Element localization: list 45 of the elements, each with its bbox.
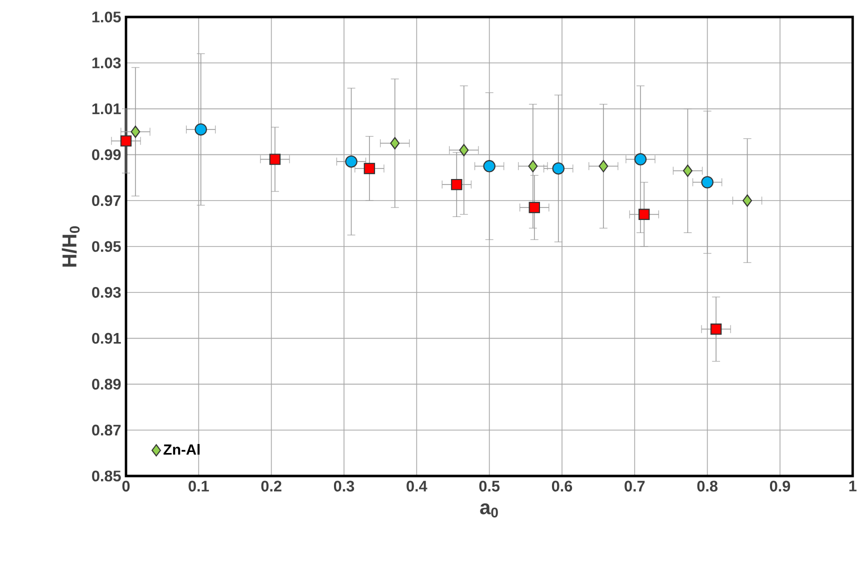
y-tick-label: 1.03 — [92, 57, 121, 68]
point — [345, 155, 358, 168]
point — [528, 202, 540, 214]
x-tick-label: 0.3 — [334, 480, 354, 492]
y-tick-label: 0.93 — [92, 286, 121, 298]
point — [682, 164, 692, 177]
point — [364, 162, 376, 174]
point — [598, 160, 608, 172]
x-tick-label: 0.6 — [552, 480, 572, 492]
x-tick-label: 1 — [849, 480, 856, 492]
point — [701, 176, 714, 188]
y-tick-label: 1.01 — [92, 103, 121, 114]
y-tick-label: 0.87 — [92, 424, 121, 436]
y-tick-label: 0.85 — [92, 470, 121, 482]
point — [742, 194, 752, 207]
x-tick-label: 0.9 — [770, 480, 790, 492]
x-tick-label: 0.5 — [479, 480, 500, 492]
point — [710, 324, 722, 335]
point — [483, 160, 496, 172]
y-axis-title: H/H$_{0}$ — [62, 226, 80, 267]
point — [552, 162, 565, 175]
legend-label: Zn-Al — [164, 444, 200, 455]
x-tick-label: 0.1 — [188, 480, 209, 492]
y-tick-label: 0.99 — [92, 149, 121, 160]
point — [459, 144, 469, 156]
x-tick-label: 0.2 — [261, 480, 282, 492]
point — [638, 208, 650, 220]
y-tick-label: 0.95 — [92, 241, 121, 252]
x-tick-label: 0 — [122, 480, 130, 492]
point — [634, 153, 647, 166]
x-tick-label: 0.7 — [624, 480, 645, 492]
point — [194, 123, 207, 136]
y-tick-label: 0.97 — [92, 195, 121, 206]
x-axis-title: a$_{0}$ — [480, 503, 498, 518]
point — [269, 154, 281, 165]
y-tick-label: 0.89 — [92, 378, 121, 390]
point — [528, 160, 538, 172]
point — [130, 126, 140, 138]
x-tick-label: 0.4 — [406, 480, 428, 492]
y-tick-label: 0.91 — [92, 332, 121, 344]
y-tick-label: 1.05 — [92, 12, 121, 22]
x-tick-label: 0.8 — [697, 480, 718, 492]
point — [390, 137, 400, 150]
point — [451, 178, 462, 190]
point — [120, 135, 132, 147]
